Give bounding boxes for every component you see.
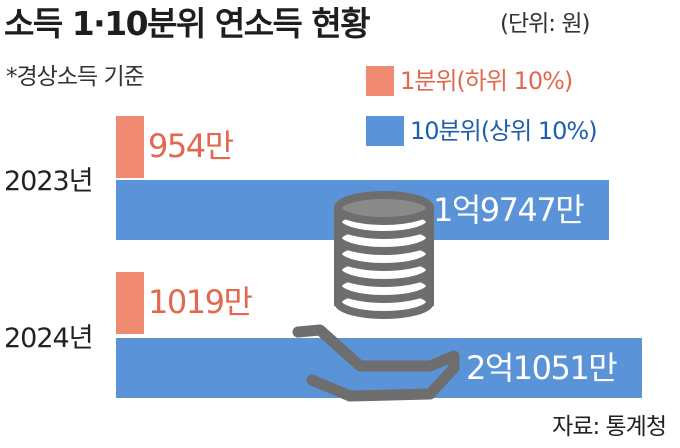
legend-swatch-high [366, 116, 404, 146]
unit-label: (단위: 원) [500, 11, 590, 37]
bar-label-low-2024: 1019만 [148, 283, 253, 321]
legend-item-high: 10분위(상위 10%) [366, 116, 666, 146]
legend-label-low: 1분위(하위 10%) [400, 67, 573, 95]
bar-label-high-2024: 2억1051만 [466, 349, 618, 387]
basis-note: *경상소득 기준 [6, 64, 145, 90]
bar-low-2023 [116, 116, 144, 178]
chart-title: 소득 1·10분위 연소득 현황 [4, 4, 371, 43]
bar-label-high-2023: 1억9747만 [433, 191, 585, 229]
legend-swatch-low [366, 66, 394, 96]
source-label: 자료: 통계청 [552, 414, 667, 440]
year-label-2024: 2024년 [4, 323, 94, 354]
coin-stack-icon [334, 191, 434, 319]
legend-item-low: 1분위(하위 10%) [366, 66, 626, 96]
open-hand-icon [292, 324, 460, 402]
coin-hand-illustration [292, 191, 460, 402]
legend-label-high: 10분위(상위 10%) [410, 117, 598, 145]
bar-low-2024 [116, 272, 144, 334]
bar-label-low-2023: 954만 [148, 127, 234, 165]
year-label-2023: 2023년 [4, 166, 94, 197]
